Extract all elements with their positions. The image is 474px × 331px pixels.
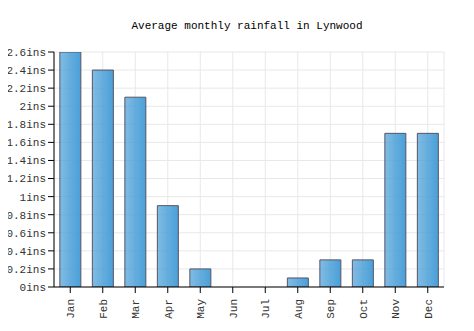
svg-text:Aug: Aug bbox=[293, 299, 305, 319]
svg-text:0.4ins: 0.4ins bbox=[8, 246, 46, 258]
svg-text:Mar: Mar bbox=[130, 299, 142, 319]
svg-text:2.6ins: 2.6ins bbox=[8, 47, 46, 59]
svg-text:May: May bbox=[195, 299, 207, 319]
svg-text:0.8ins: 0.8ins bbox=[8, 210, 46, 222]
svg-text:Apr: Apr bbox=[163, 299, 175, 319]
svg-text:1.6ins: 1.6ins bbox=[8, 137, 46, 149]
svg-text:1ins: 1ins bbox=[20, 192, 46, 204]
svg-text:2.2ins: 2.2ins bbox=[8, 83, 46, 95]
svg-text:1.4ins: 1.4ins bbox=[8, 155, 46, 167]
svg-text:1.2ins: 1.2ins bbox=[8, 173, 46, 185]
svg-text:Sep: Sep bbox=[325, 299, 337, 319]
html-text:Average monthly rainfall in Ly: Average monthly rainfall in Lynwood bbox=[131, 20, 363, 32]
svg-text:Jul: Jul bbox=[260, 299, 272, 319]
svg-text:2ins: 2ins bbox=[20, 101, 46, 113]
svg-text:Nov: Nov bbox=[390, 299, 402, 319]
svg-text:0.6ins: 0.6ins bbox=[8, 228, 46, 240]
svg-text:Jan: Jan bbox=[65, 299, 77, 319]
svg-text:Dec: Dec bbox=[423, 299, 435, 319]
svg-text:1.8ins: 1.8ins bbox=[8, 119, 46, 131]
svg-text:2.4ins: 2.4ins bbox=[8, 65, 46, 77]
svg-text:Oct: Oct bbox=[358, 299, 370, 319]
svg-text:0ins: 0ins bbox=[20, 282, 46, 294]
svg-text:Jun: Jun bbox=[228, 299, 240, 319]
svg-text:Feb: Feb bbox=[98, 299, 110, 319]
svg-text:0.2ins: 0.2ins bbox=[8, 264, 46, 276]
